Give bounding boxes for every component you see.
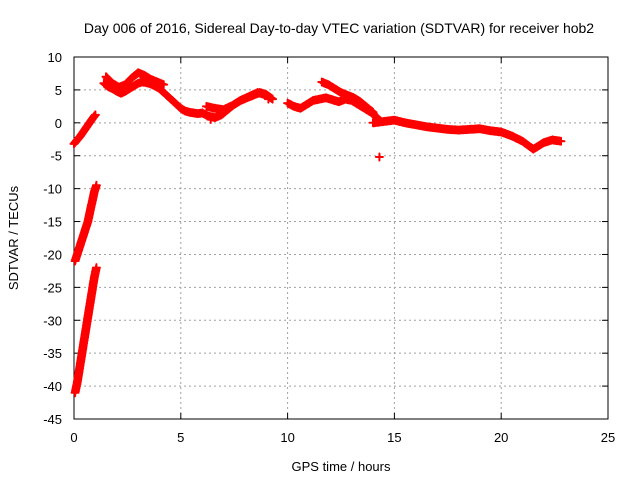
x-tick-labels: 0 5 10 15 20 25: [70, 430, 615, 445]
series-early-rise: [69, 110, 100, 149]
series-evening: [368, 115, 566, 154]
y-tick-label: -10: [43, 182, 62, 197]
series-markers: [70, 263, 101, 398]
chart-title: Day 006 of 2016, Sidereal Day-to-day VTE…: [84, 20, 594, 36]
y-tick-label: -45: [43, 412, 62, 427]
y-tick-labels: -45 -40 -35 -30 -25 -20 -15 -10 -5 0 5 10: [43, 50, 62, 427]
series-markers: [99, 77, 207, 119]
series-outliers: [206, 94, 384, 162]
x-tick-label: 15: [387, 430, 401, 445]
data-points: [69, 68, 566, 398]
y-tick-label: -35: [43, 346, 62, 361]
series-markers: [206, 94, 384, 162]
grid-layer: [74, 57, 608, 419]
y-tick-label: -30: [43, 313, 62, 328]
series-afternoon-band: [317, 77, 378, 117]
series-markers: [368, 115, 566, 154]
y-tick-label: 0: [55, 116, 62, 131]
series-steep-upper: [70, 180, 101, 266]
y-tick-label: -20: [43, 247, 62, 262]
series-upper-band: [101, 68, 169, 92]
y-axis-label: SDTVAR / TECUs: [6, 185, 21, 290]
series-midday-band: [201, 88, 271, 115]
y-tick-label: -25: [43, 280, 62, 295]
series-markers: [70, 180, 101, 266]
series-markers: [101, 68, 169, 92]
y-tick-label: -15: [43, 215, 62, 230]
x-tick-label: 25: [601, 430, 615, 445]
y-tick-label: -5: [50, 149, 62, 164]
plot-frame: [73, 56, 609, 420]
y-tick-label: 10: [48, 50, 62, 65]
x-tick-label: 10: [280, 430, 294, 445]
series-markers: [69, 110, 100, 149]
series-steep-lower: [70, 263, 101, 398]
x-tick-label: 5: [177, 430, 184, 445]
series-main-morning: [99, 77, 207, 119]
x-tick-label: 0: [70, 430, 77, 445]
tick-layer: [73, 56, 609, 420]
x-tick-label: 20: [494, 430, 508, 445]
y-tick-label: 5: [55, 83, 62, 98]
series-markers: [317, 77, 378, 117]
y-tick-label: -40: [43, 379, 62, 394]
x-axis-label: GPS time / hours: [292, 459, 391, 474]
series-markers: [201, 88, 271, 115]
